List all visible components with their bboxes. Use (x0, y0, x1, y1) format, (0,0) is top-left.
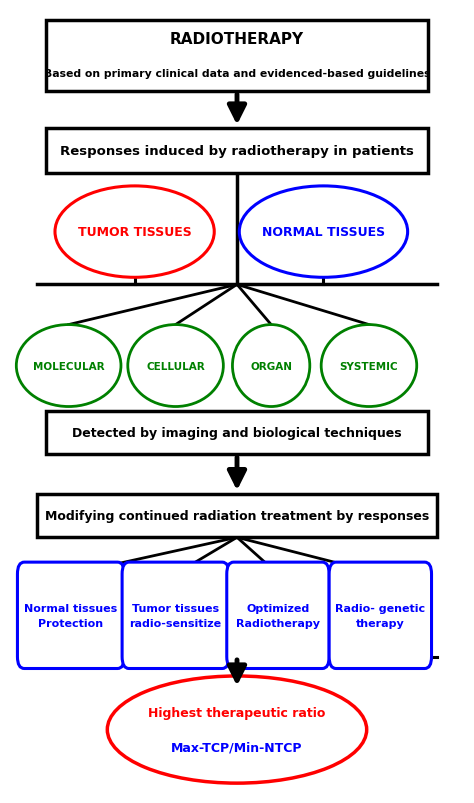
FancyBboxPatch shape (46, 22, 428, 92)
Ellipse shape (239, 186, 408, 278)
Text: Detected by imaging and biological techniques: Detected by imaging and biological techn… (72, 426, 402, 439)
Ellipse shape (55, 186, 214, 278)
Ellipse shape (16, 325, 121, 407)
Text: Modifying continued radiation treatment by responses: Modifying continued radiation treatment … (45, 509, 429, 522)
Text: RADIOTHERAPY: RADIOTHERAPY (170, 32, 304, 47)
FancyBboxPatch shape (46, 128, 428, 174)
FancyBboxPatch shape (227, 562, 329, 669)
Text: ORGAN: ORGAN (250, 361, 292, 371)
Text: NORMAL TISSUES: NORMAL TISSUES (262, 226, 385, 238)
FancyBboxPatch shape (329, 562, 431, 669)
Text: SYSTEMIC: SYSTEMIC (340, 361, 398, 371)
Text: MOLECULAR: MOLECULAR (33, 361, 104, 371)
FancyBboxPatch shape (46, 411, 428, 454)
Ellipse shape (107, 676, 367, 783)
Text: Max-TCP/Min-NTCP: Max-TCP/Min-NTCP (171, 740, 303, 753)
Text: Highest therapeutic ratio: Highest therapeutic ratio (148, 706, 326, 719)
Text: Optimized
Radiotherapy: Optimized Radiotherapy (236, 603, 320, 628)
Text: Based on primary clinical data and evidenced-based guidelines: Based on primary clinical data and evide… (44, 69, 430, 79)
FancyBboxPatch shape (37, 494, 437, 537)
Text: Tumor tissues
radio-sensitize: Tumor tissues radio-sensitize (129, 603, 222, 628)
Text: TUMOR TISSUES: TUMOR TISSUES (78, 226, 191, 238)
Ellipse shape (232, 325, 310, 407)
FancyBboxPatch shape (122, 562, 229, 669)
Text: Normal tissues
Protection: Normal tissues Protection (24, 603, 118, 628)
Ellipse shape (321, 325, 417, 407)
Ellipse shape (128, 325, 223, 407)
Text: Radio- genetic
therapy: Radio- genetic therapy (335, 603, 425, 628)
Text: Responses induced by radiotherapy in patients: Responses induced by radiotherapy in pat… (60, 145, 414, 157)
FancyBboxPatch shape (18, 562, 124, 669)
Text: CELLULAR: CELLULAR (146, 361, 205, 371)
